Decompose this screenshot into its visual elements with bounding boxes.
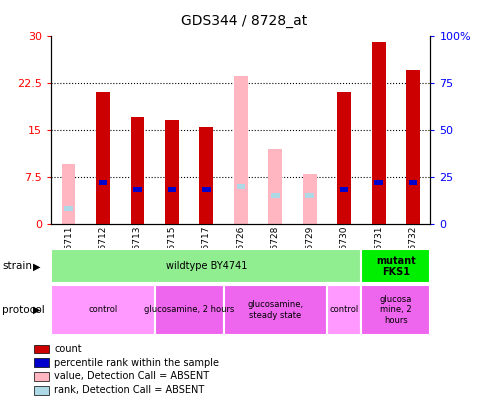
Bar [270,193,279,198]
Bar [34,358,49,367]
Text: ▶: ▶ [33,305,41,315]
Bar [361,249,429,283]
Bar [202,187,210,192]
Bar [326,285,361,335]
Bar [64,206,73,211]
Text: wildtype BY4741: wildtype BY4741 [165,261,246,271]
Bar [374,181,382,185]
Bar [96,92,110,224]
Bar [223,285,326,335]
Text: rank, Detection Call = ABSENT: rank, Detection Call = ABSENT [54,385,204,395]
Text: control: control [88,305,118,314]
Bar [167,187,176,192]
Text: glucosa
mine, 2
hours: glucosa mine, 2 hours [379,295,411,325]
Bar [99,181,107,185]
Bar [61,164,75,224]
Bar [305,193,313,198]
Bar [268,148,282,224]
Bar [165,120,179,224]
Text: protocol: protocol [2,305,45,315]
Bar [51,249,361,283]
Bar [361,285,429,335]
Bar [130,117,144,224]
Text: glucosamine, 2 hours: glucosamine, 2 hours [143,305,234,314]
Text: percentile rank within the sample: percentile rank within the sample [54,358,219,368]
Text: ▶: ▶ [33,261,41,271]
Bar [236,184,244,188]
Text: GDS344 / 8728_at: GDS344 / 8728_at [181,14,307,28]
Text: count: count [54,344,82,354]
Bar [133,187,142,192]
Text: strain: strain [2,261,32,271]
Text: value, Detection Call = ABSENT: value, Detection Call = ABSENT [54,371,209,381]
Bar [34,386,49,394]
Text: glucosamine,
steady state: glucosamine, steady state [247,300,303,320]
Bar [199,127,213,224]
Text: control: control [329,305,358,314]
Bar [233,76,247,224]
Bar [302,173,316,224]
Text: mutant
FKS1: mutant FKS1 [375,255,415,277]
Bar [154,285,223,335]
Bar [337,92,350,224]
Bar [34,372,49,381]
Bar [34,345,49,353]
Bar [408,181,417,185]
Bar [339,187,348,192]
Bar [406,70,419,224]
Bar [371,42,385,224]
Bar [51,285,154,335]
